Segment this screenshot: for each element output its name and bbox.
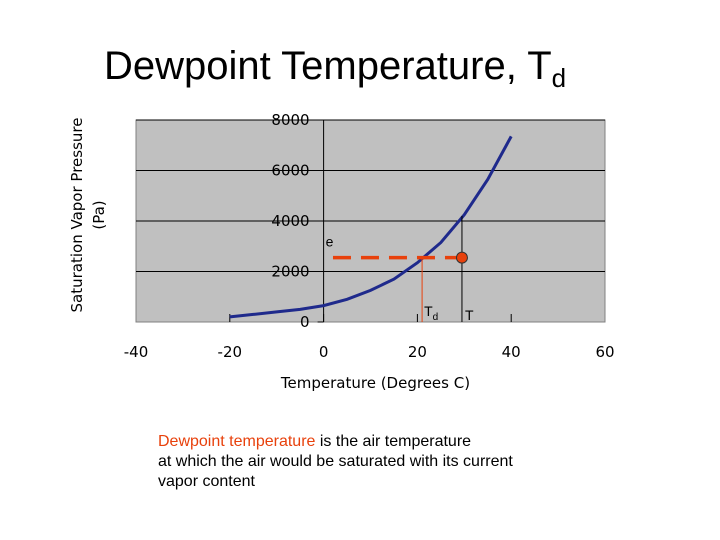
gridlines	[136, 119, 605, 323]
air-state-point	[455, 251, 468, 264]
e-label: e	[326, 234, 334, 250]
x-tick-label: -40	[124, 343, 149, 361]
caption-line-1-rest: is the air temperature	[315, 433, 472, 450]
y-tick-label: 6000	[271, 162, 309, 180]
y-tick-label: 4000	[271, 212, 309, 230]
y-axis-label-line1: Saturation Vapor Pressure	[68, 118, 86, 313]
caption-line-2: at which the air would be saturated with…	[158, 453, 513, 470]
x-tick-label: 20	[408, 343, 427, 361]
caption-line-3: vapor content	[158, 473, 255, 490]
saturation-curve	[229, 135, 513, 319]
x-tick-label: 0	[319, 343, 329, 361]
title-subscript: d	[551, 63, 567, 93]
caption: Dewpoint temperature is the air temperat…	[158, 432, 513, 492]
x-tick-label: 60	[595, 343, 614, 361]
caption-line-1: Dewpoint temperature is the air temperat…	[158, 432, 513, 452]
td-label-subscript: d	[433, 312, 439, 323]
y-axis-label-line2: (Pa)	[90, 200, 108, 229]
caption-highlight: Dewpoint temperature	[158, 433, 316, 450]
x-tick-label: 40	[502, 343, 521, 361]
x-axis-label: Temperature (Degrees C)	[280, 374, 470, 392]
t-label: T	[465, 307, 474, 323]
y-tick-label: 2000	[271, 263, 309, 281]
title-main: Dewpoint Temperature, T	[104, 44, 552, 88]
y-tick-label: 0	[300, 313, 310, 331]
slide-title: Dewpoint Temperature, Td	[104, 44, 566, 94]
dewpoint-annotations: eTd T	[326, 215, 474, 323]
x-tick-label: -20	[218, 343, 243, 361]
tick-labels: 0 2000 4000 6000 8000 -40 -20 0 20 40 60	[124, 111, 615, 361]
y-tick-label: 8000	[271, 111, 309, 129]
